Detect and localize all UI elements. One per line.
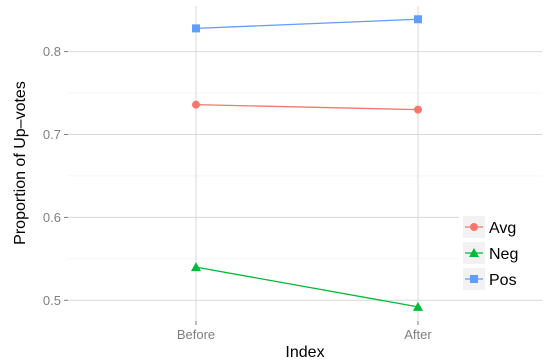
x-tick-label: After xyxy=(404,327,432,342)
series-layer xyxy=(191,15,423,311)
series-neg xyxy=(191,262,423,311)
legend-label-avg: Avg xyxy=(489,220,516,237)
y-tick-label: 0.5 xyxy=(43,293,61,308)
data-point-avg xyxy=(192,100,200,109)
legend-key-marker xyxy=(469,248,479,257)
data-point-pos xyxy=(414,15,422,24)
series-line-pos xyxy=(195,18,419,30)
x-axis-ticks: Before After xyxy=(177,321,432,342)
legend-item-avg: Avg xyxy=(463,216,516,238)
legend-label-pos: Pos xyxy=(489,272,517,289)
legend-label-neg: Neg xyxy=(489,246,518,263)
legend-key-marker xyxy=(470,223,478,231)
y-axis-ticks: 0.5 0.6 0.7 0.8 xyxy=(43,44,68,308)
series-avg xyxy=(192,100,422,114)
legend-item-neg: Neg xyxy=(463,242,518,264)
legend-key-marker xyxy=(470,275,478,283)
data-point-avg xyxy=(414,105,422,114)
plot-area xyxy=(68,6,542,321)
x-tick-label: Before xyxy=(177,327,215,342)
series-line-avg xyxy=(195,103,419,111)
data-point-pos xyxy=(192,24,200,33)
y-tick-label: 0.6 xyxy=(43,210,61,225)
x-axis-title: Index xyxy=(285,344,324,361)
data-point-neg xyxy=(191,262,201,272)
series-pos xyxy=(192,15,422,33)
data-point-neg xyxy=(413,301,423,311)
y-tick-label: 0.7 xyxy=(43,127,61,142)
legend: Avg Neg Pos xyxy=(459,210,542,296)
y-tick-label: 0.8 xyxy=(43,44,61,59)
series-line-neg xyxy=(195,266,419,308)
legend-item-pos: Pos xyxy=(463,268,517,290)
y-axis-title: Proportion of Up–votes xyxy=(12,81,29,245)
